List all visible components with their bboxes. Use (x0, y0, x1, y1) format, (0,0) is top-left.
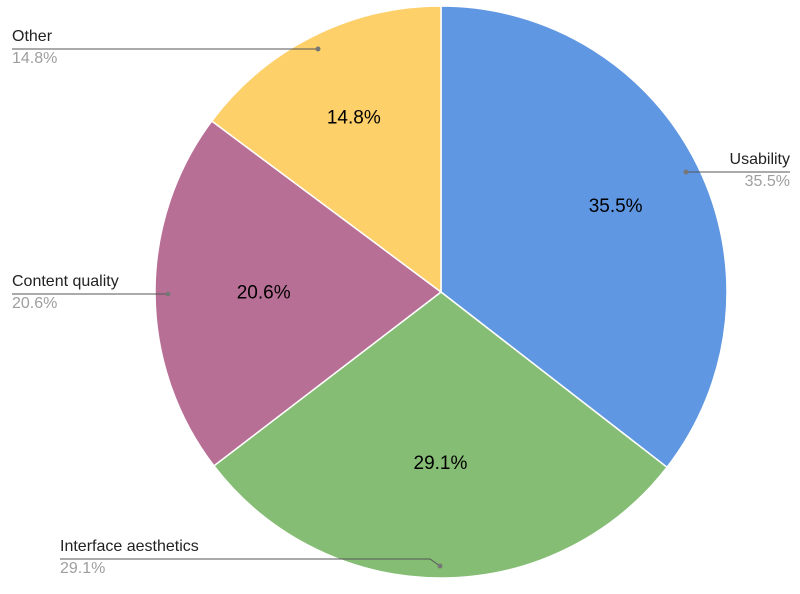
callout-leader-line (60, 558, 441, 567)
callout-percent-usability: 35.5% (745, 173, 790, 190)
callout-percent-other: 14.8% (12, 50, 57, 67)
callout-name-other: Other (12, 28, 53, 45)
callout-name-usability: Usability (730, 151, 790, 168)
callout-other: Other 14.8% (12, 28, 321, 67)
callout-percent-content-quality: 20.6% (12, 295, 57, 312)
slice-value-label-other: 14.8% (327, 108, 381, 129)
callout-interface-aesthetics: Interface aesthetics 29.1% (60, 538, 443, 577)
callout-percent-interface-aesthetics: 29.1% (60, 560, 105, 577)
callout-labels: Usability 35.5% Interface aesthetics 29.1% C… (12, 28, 790, 577)
slice-value-label-content-quality: 20.6% (237, 283, 291, 304)
slice-value-label-usability: 35.5% (589, 196, 643, 217)
callout-usability: Usability 35.5% (683, 151, 790, 190)
callout-anchor-dot (165, 291, 171, 297)
slice-value-label-interface-aesthetics: 29.1% (414, 453, 468, 474)
callout-anchor-dot (437, 563, 443, 569)
callout-anchor-dot (315, 46, 321, 52)
callout-anchor-dot (683, 169, 689, 175)
slice-value-labels: 35.5% 29.1% 20.6% 14.8% (237, 108, 643, 474)
callout-name-interface-aesthetics: Interface aesthetics (60, 538, 199, 555)
slices-layer (154, 5, 728, 579)
pie-slice-interface-aesthetics (212, 291, 669, 579)
pie-slice-other (210, 5, 442, 294)
callout-name-content-quality: Content quality (12, 273, 119, 290)
pie-slice-usability (440, 5, 728, 469)
callout-content-quality: Content quality 20.6% (12, 273, 171, 312)
